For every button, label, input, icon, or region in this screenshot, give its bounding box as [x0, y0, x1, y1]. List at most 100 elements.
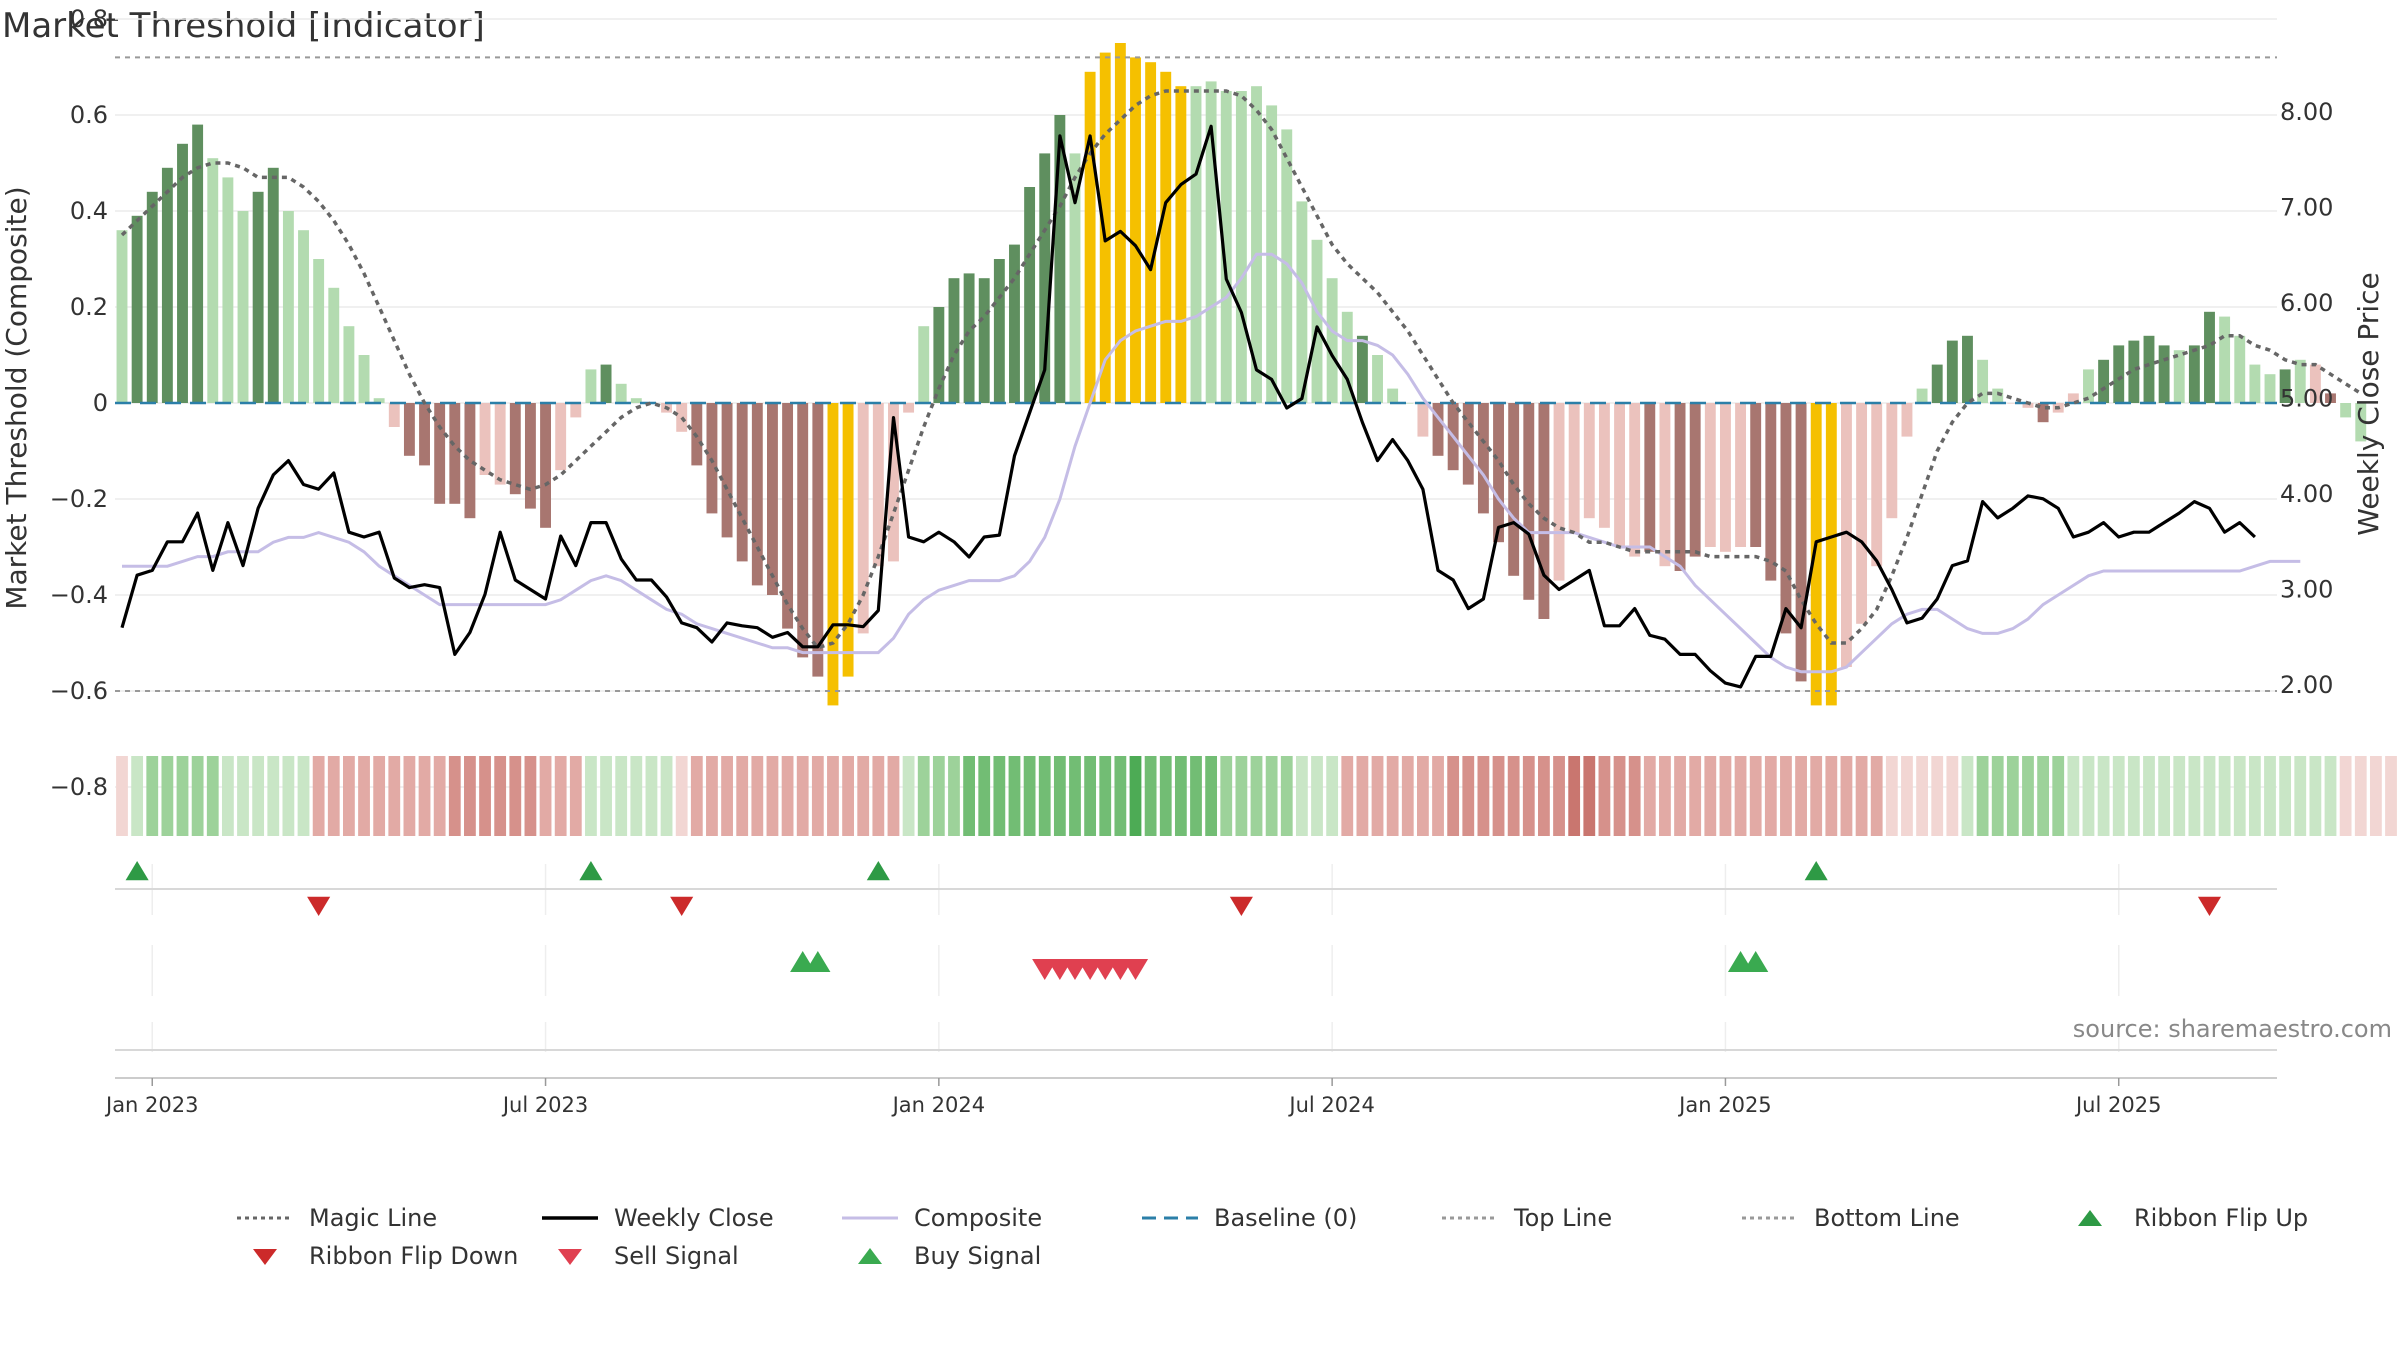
- composite-bar: [1810, 403, 1822, 706]
- ribbon-cell: [2218, 756, 2231, 836]
- composite-bar: [948, 278, 960, 403]
- composite-bar: [2173, 350, 2185, 403]
- right-y-axis: 8.00 7.00 6.00 5.00 4.00 3.00 2.00: [2280, 98, 2333, 699]
- ribbon-cell: [1356, 756, 1369, 836]
- ribbon-cell: [2369, 756, 2382, 836]
- legend-swatch: [558, 1249, 582, 1265]
- composite-bar: [1402, 403, 1414, 404]
- composite-bar: [2219, 316, 2231, 403]
- ribbon-cell: [1719, 756, 1732, 836]
- right-tick-label: 6.00: [2280, 289, 2333, 317]
- ribbon-cell: [1008, 756, 1021, 836]
- ribbon-flip-down-marker: [2197, 896, 2222, 916]
- composite-bar: [1856, 403, 1868, 624]
- composite-bar: [2022, 403, 2034, 408]
- ribbon-flip-down-marker: [307, 896, 331, 916]
- source-label: source: sharemaestro.com: [2072, 1015, 2392, 1043]
- legend-swatch: [2078, 1210, 2102, 1226]
- composite-bar: [1598, 403, 1610, 528]
- ribbon-cell: [2294, 756, 2307, 836]
- ribbon-cell: [1522, 756, 1535, 836]
- trend-ribbon: [116, 756, 2397, 836]
- left-tick-label: −0.6: [50, 677, 108, 705]
- composite-bar: [1190, 86, 1202, 403]
- composite-bar: [993, 259, 1005, 403]
- composite-bar: [630, 398, 642, 403]
- composite-bar: [1372, 355, 1383, 403]
- ribbon-cell: [161, 756, 174, 836]
- ribbon-cell: [1462, 756, 1475, 836]
- market-threshold-chart: 0.8 0.6 0.4 0.2 0 −0.2 −0.4 −0.6 −0.8 8.00 7.00 6.…: [0, 5, 2397, 1117]
- ribbon-cell: [2385, 756, 2397, 836]
- composite-bar: [933, 307, 945, 403]
- ribbon-cell: [1159, 756, 1172, 836]
- x-axis: Jan 2023 Jul 2023 Jan 2024 Jul 2024 Jan 2025…: [104, 1022, 2277, 1117]
- composite-bar: [2204, 311, 2215, 403]
- ribbon-cell: [842, 756, 854, 836]
- composite-bar: [1780, 403, 1792, 634]
- ribbon-cell: [1780, 756, 1792, 836]
- composite-bar: [252, 191, 264, 403]
- composite-bar: [2113, 345, 2125, 403]
- composite-bar: [1901, 403, 1913, 437]
- ribbon-cell: [1417, 756, 1429, 836]
- right-tick-label: 8.00: [2280, 98, 2333, 126]
- legend-label: Buy Signal: [914, 1242, 1042, 1270]
- ribbon-cell: [1190, 756, 1202, 836]
- composite-bar: [509, 403, 521, 495]
- composite-bar: [116, 230, 128, 403]
- legend-label: Ribbon Flip Up: [2134, 1204, 2309, 1232]
- ribbon-cell: [1492, 756, 1505, 836]
- right-axis-title: Weekly Close Price: [2352, 272, 2385, 535]
- ribbon-cell: [585, 756, 597, 836]
- composite-bar: [1009, 244, 1020, 403]
- composite-bar: [449, 403, 461, 504]
- ribbon-flip-up-marker: [125, 861, 149, 881]
- ribbon-cell: [1099, 756, 1112, 836]
- ribbon-cell: [433, 756, 446, 836]
- composite-bar: [2037, 403, 2049, 423]
- ribbon-cell: [2339, 756, 2352, 836]
- ribbon-cell: [857, 756, 870, 836]
- ribbon-cell: [721, 756, 733, 836]
- composite-bar: [1538, 403, 1550, 619]
- composite-bar: [192, 124, 204, 403]
- ribbon-cell: [1038, 756, 1051, 836]
- ribbon-cell: [1220, 756, 1233, 836]
- legend-swatch: [1442, 1216, 1498, 1220]
- composite-bar: [1099, 52, 1111, 403]
- left-tick-label: −0.8: [50, 773, 108, 801]
- ribbon-cell: [781, 756, 794, 836]
- composite-bar: [2325, 393, 2336, 403]
- composite-bar: [237, 211, 249, 403]
- composite-bar: [1493, 403, 1504, 543]
- composite-bar: [1765, 403, 1777, 581]
- composite-bar: [797, 403, 809, 658]
- composite-bar: [918, 326, 930, 403]
- ribbon-cell: [237, 756, 249, 836]
- composite-bar: [1886, 403, 1898, 519]
- composite-bar: [1583, 403, 1595, 519]
- ribbon-cell: [569, 756, 582, 836]
- composite-bar: [2188, 345, 2200, 403]
- ribbon-cell: [131, 756, 144, 836]
- ribbon-cell: [1507, 756, 1520, 836]
- ribbon-cell: [2037, 756, 2049, 836]
- x-tick-label: Jan 2025: [1677, 1093, 1772, 1117]
- composite-bar: [388, 403, 400, 427]
- ribbon-cell: [1643, 756, 1656, 836]
- legend-item: Bottom Line: [1740, 1204, 1960, 1232]
- composite-bar: [2249, 364, 2261, 403]
- ribbon-cell: [297, 756, 310, 836]
- composite-bar: [1992, 388, 2004, 403]
- ribbon-cell: [1628, 756, 1641, 836]
- ribbon-cell: [418, 756, 431, 836]
- ribbon-cell: [282, 756, 295, 836]
- composite-bar: [1704, 403, 1716, 547]
- composite-bar: [872, 403, 884, 567]
- right-tick-label: 4.00: [2280, 480, 2333, 508]
- ribbon-cell: [1053, 756, 1066, 836]
- composite-bar: [585, 369, 597, 403]
- composite-bar: [1674, 403, 1686, 571]
- ribbon-cell: [191, 756, 204, 836]
